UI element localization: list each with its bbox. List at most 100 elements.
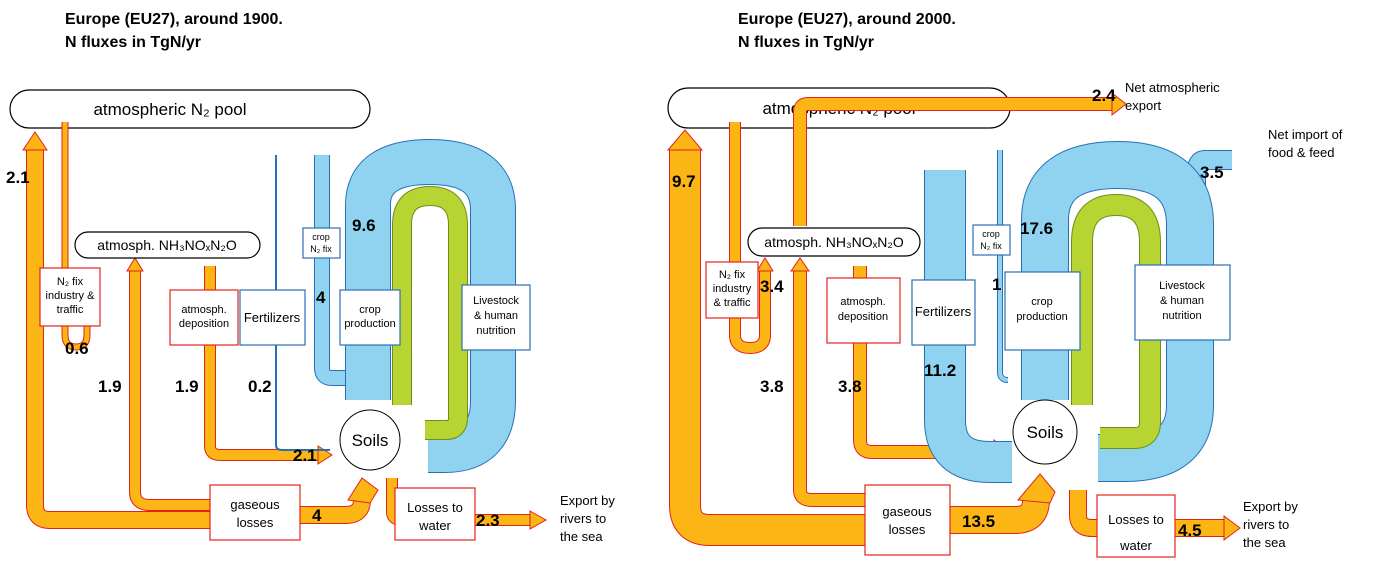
pool-box (9, 89, 371, 129)
soils-label: Soils (352, 431, 389, 450)
soils-label: Soils (1027, 423, 1064, 442)
flow (27, 150, 212, 528)
box-label: Fertilizers (915, 304, 972, 319)
flux-label: 0.6 (65, 339, 89, 358)
box (864, 484, 951, 556)
arrowhead (317, 445, 333, 465)
flux-label: 2.1 (6, 168, 30, 187)
title: Europe (EU27), around 1900. (65, 11, 283, 28)
flow (854, 266, 994, 458)
box-label: crop production (1016, 296, 1067, 323)
flow (275, 155, 330, 451)
flow (925, 170, 1012, 482)
box (461, 284, 531, 351)
panel-1900: Europe (EU27), around 1900. N fluxes in … (6, 11, 615, 544)
note: Export by rivers to the sea (1243, 499, 1298, 550)
box-label: crop production (344, 304, 395, 330)
flux-label: 1.9 (175, 377, 199, 396)
flow (794, 98, 1112, 226)
panel-2000: Europe (EU27), around 2000. N fluxes in … (666, 11, 1343, 558)
box (1134, 264, 1231, 341)
arrowhead (666, 129, 704, 151)
flow (346, 140, 515, 472)
flux-label: 4 (316, 288, 326, 307)
box (1004, 271, 1081, 351)
pool-label: atmospheric N₂ pool (93, 100, 246, 119)
box-label: N₂ fix industry & traffic (46, 276, 96, 316)
box (169, 289, 239, 346)
arrowhead (22, 131, 48, 151)
arrowhead (529, 510, 548, 530)
flow (1070, 490, 1224, 536)
box (705, 261, 759, 319)
flow (998, 150, 1009, 382)
flux-label: 2.3 (476, 511, 500, 530)
flux-label: 2.1 (293, 446, 317, 465)
box (826, 277, 901, 344)
box (394, 487, 476, 541)
box-label: gaseous losses (230, 497, 280, 530)
flux-label: 3.5 (1200, 163, 1224, 182)
arrowhead (347, 477, 379, 504)
box-label: atmosph. deposition (838, 296, 888, 323)
box (239, 289, 306, 346)
box (39, 267, 101, 327)
reactive-pool-label: atmosph. NH₃NOₓN₂O (764, 234, 904, 250)
note: Net import of food & feed (1268, 127, 1343, 160)
box (972, 224, 1011, 256)
note: Net atmospheric export (1125, 80, 1220, 113)
flux-label: 9.6 (352, 216, 376, 235)
flux-label: 17.6 (1020, 219, 1053, 238)
flux-label: 0.2 (248, 377, 272, 396)
flow (130, 270, 212, 510)
arrowhead (1223, 515, 1241, 541)
title: N fluxes in TgN/yr (65, 34, 201, 51)
arrowhead (790, 257, 810, 272)
soils (339, 409, 401, 471)
flux-label: 3.4 (760, 277, 784, 296)
flow (730, 122, 770, 353)
box-label: N₂ fix industry & traffic (713, 269, 752, 309)
flux-label: 4.5 (1178, 521, 1202, 540)
box-label: crop N₂ fix (980, 229, 1002, 251)
flow (950, 499, 1049, 533)
flux-label: 3.8 (838, 377, 862, 396)
box-label: Losses to water (1108, 512, 1164, 553)
flux-label: 4 (312, 506, 322, 525)
box-label: Losses to water (407, 500, 463, 533)
flow (205, 266, 318, 460)
flux-label: 9.7 (672, 172, 696, 191)
reactive-pool-label: atmosph. NH₃NOₓN₂O (97, 237, 237, 253)
title: N fluxes in TgN/yr (738, 34, 874, 51)
note: Export by rivers to the sea (560, 493, 615, 544)
box (911, 279, 976, 346)
flow (794, 270, 867, 506)
flow (315, 155, 345, 385)
box-label: crop N₂ fix (310, 232, 332, 254)
reactive-pool-box (74, 231, 261, 259)
arrowhead (1111, 91, 1127, 117)
flow (670, 150, 867, 545)
flow (300, 499, 370, 523)
flux-label: 1.9 (98, 377, 122, 396)
arrowhead (1016, 473, 1056, 504)
flux-label: 1 (992, 275, 1001, 294)
box (209, 484, 301, 541)
reactive-pool-box (747, 227, 921, 257)
box-label: Livestock & human nutrition (473, 295, 519, 337)
box (302, 227, 341, 259)
box-label: atmosph. deposition (179, 304, 229, 330)
flux-label: 13.5 (962, 512, 995, 531)
soils (1012, 399, 1078, 465)
box-label: gaseous losses (882, 504, 932, 537)
box-label: Fertilizers (244, 310, 301, 325)
flow (393, 187, 467, 439)
flow (62, 122, 90, 350)
flux-label: 11.2 (924, 361, 956, 380)
arrowhead (756, 257, 774, 272)
flux-label: 3.8 (760, 377, 784, 396)
flow (1072, 195, 1160, 448)
box (1096, 494, 1176, 558)
box (339, 289, 401, 346)
